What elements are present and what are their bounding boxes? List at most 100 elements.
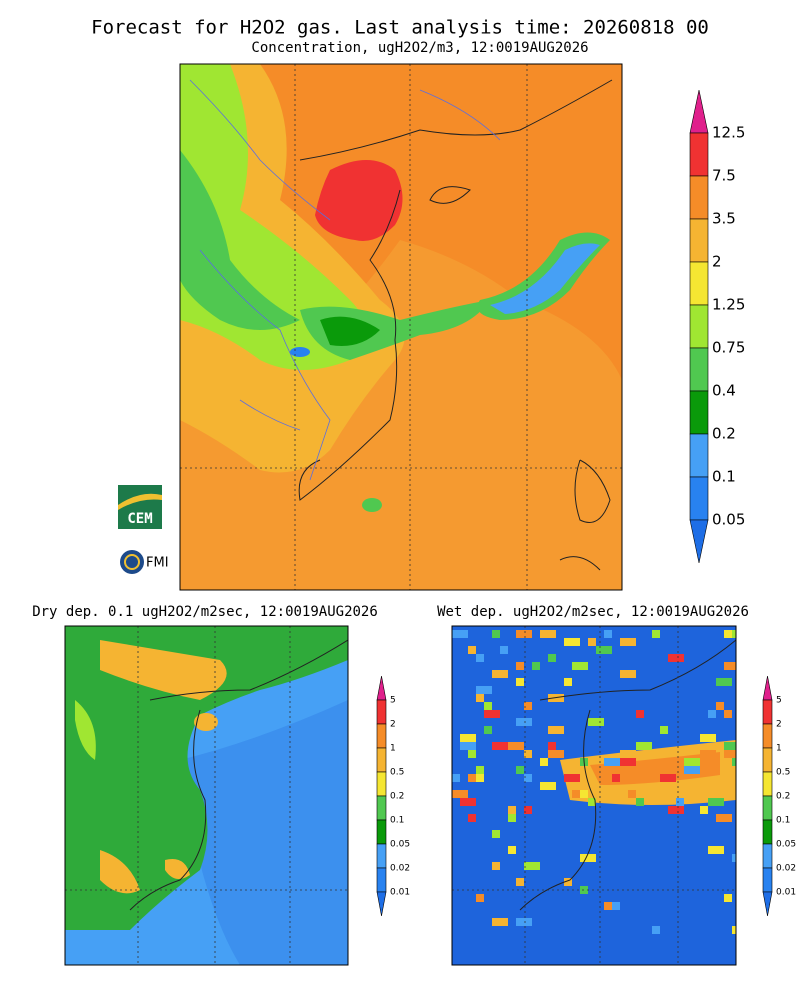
colorbar-segment: [762, 795, 773, 821]
colorbar-label: 3.5: [712, 210, 736, 228]
wet-cell: [476, 894, 484, 902]
wet-cell: [460, 742, 476, 750]
wet-cell: [460, 734, 476, 742]
cem-logo: CEM: [118, 485, 162, 529]
wet-cell: [508, 814, 516, 822]
wet-cell: [620, 670, 636, 678]
fmi-logo: FMI: [120, 550, 169, 574]
wet-cell: [652, 630, 660, 638]
colorbar-label: 0.05: [712, 511, 745, 529]
wet-cell: [524, 862, 540, 870]
dry-colorbar: 5 2 1 0.5 0.2 0.1 0.05 0.02 0.01: [376, 675, 410, 917]
wet-cell: [636, 742, 652, 750]
wet-cell: [508, 846, 516, 854]
wet-cell: [588, 790, 604, 798]
wet-cell: [668, 806, 684, 814]
colorbar-segment: [689, 132, 709, 177]
colorbar-segment: [376, 819, 387, 845]
wet-cell: [588, 718, 604, 726]
wet-cell: [492, 630, 500, 638]
wet-cell: [516, 630, 532, 638]
colorbar-segment: [376, 699, 387, 725]
colorbar-label: 2: [712, 253, 722, 271]
wet-cell: [636, 710, 644, 718]
wet-cell: [524, 806, 532, 814]
wet-cell: [700, 806, 708, 814]
wet-cell: [612, 774, 620, 782]
colorbar-label: 12.5: [712, 124, 745, 142]
colorbar-label: 7.5: [712, 167, 736, 185]
wet-cell: [620, 638, 636, 646]
wet-cell: [716, 678, 732, 686]
colorbar-tip: [376, 675, 387, 701]
wet-cell: [708, 798, 724, 806]
colorbar-label: 1: [776, 744, 782, 754]
colorbar-segment: [376, 723, 387, 749]
wet-cell: [548, 694, 564, 702]
wet-cell: [724, 710, 732, 718]
wet-cell: [724, 742, 736, 750]
colorbar-segment: [689, 218, 709, 263]
wet-cell: [572, 790, 580, 798]
colorbar-segment: [762, 843, 773, 869]
wet-cell: [492, 918, 508, 926]
wet-cell: [708, 846, 724, 854]
wet-cell: [668, 654, 684, 662]
colorbar-label: 5: [390, 696, 396, 706]
colorbar-label: 0.5: [776, 768, 790, 778]
colorbar-label: 0.05: [776, 840, 796, 850]
wet-cell: [604, 902, 612, 910]
wet-cell: [708, 710, 716, 718]
colorbar-segment: [762, 771, 773, 797]
wet-cell: [548, 742, 556, 750]
dry-title: Dry dep. 0.1 ugH2O2/m2sec, 12:0019AUG202…: [32, 604, 378, 620]
wet-cell: [484, 702, 492, 710]
wet-map: [451, 625, 737, 966]
colorbar-segment: [762, 699, 773, 725]
wet-cell: [492, 670, 508, 678]
wet-cell: [716, 702, 724, 710]
wet-cell: [484, 726, 492, 734]
wet-cell: [524, 774, 532, 782]
wet-cell: [524, 702, 532, 710]
wet-cell: [516, 878, 524, 886]
wet-cell: [476, 694, 484, 702]
wet-cell: [588, 638, 596, 646]
colorbar-segment: [376, 747, 387, 773]
colorbar-label: 0.1: [390, 816, 404, 826]
wet-cell: [724, 630, 732, 638]
wet-cell: [732, 758, 736, 766]
colorbar-label: 0.1: [776, 816, 790, 826]
wet-cell: [484, 710, 500, 718]
wet-cell: [724, 894, 732, 902]
wet-cell: [476, 766, 484, 774]
colorbar-segment: [762, 867, 773, 893]
wet-cell: [588, 798, 596, 806]
colorbar-segment: [689, 390, 709, 435]
colorbar-label: 0.05: [390, 840, 410, 850]
colorbar-segment: [689, 261, 709, 306]
colorbar-label: 1: [390, 744, 396, 754]
wet-cell: [452, 774, 460, 782]
wet-cell: [500, 646, 508, 654]
wet-cell: [548, 654, 556, 662]
colorbar-label: 2: [776, 720, 782, 730]
wet-cell: [652, 926, 660, 934]
wet-cell: [564, 878, 572, 886]
colorbar-segment: [376, 771, 387, 797]
colorbar-segment: [376, 795, 387, 821]
colorbar-label: 0.2: [390, 792, 404, 802]
wet-cell: [732, 926, 736, 934]
colorbar-label: 0.01: [776, 888, 796, 898]
wet-cell: [548, 750, 564, 758]
wet-cell: [540, 758, 548, 766]
wet-cell: [508, 806, 516, 814]
colorbar-tip: [762, 891, 773, 917]
colorbar-label: 0.1: [712, 468, 736, 486]
wet-cell: [660, 726, 668, 734]
colorbar-label: 0.4: [712, 382, 736, 400]
wet-cell: [516, 918, 532, 926]
colorbar-label: 0.75: [712, 339, 745, 357]
wet-cell: [636, 798, 644, 806]
